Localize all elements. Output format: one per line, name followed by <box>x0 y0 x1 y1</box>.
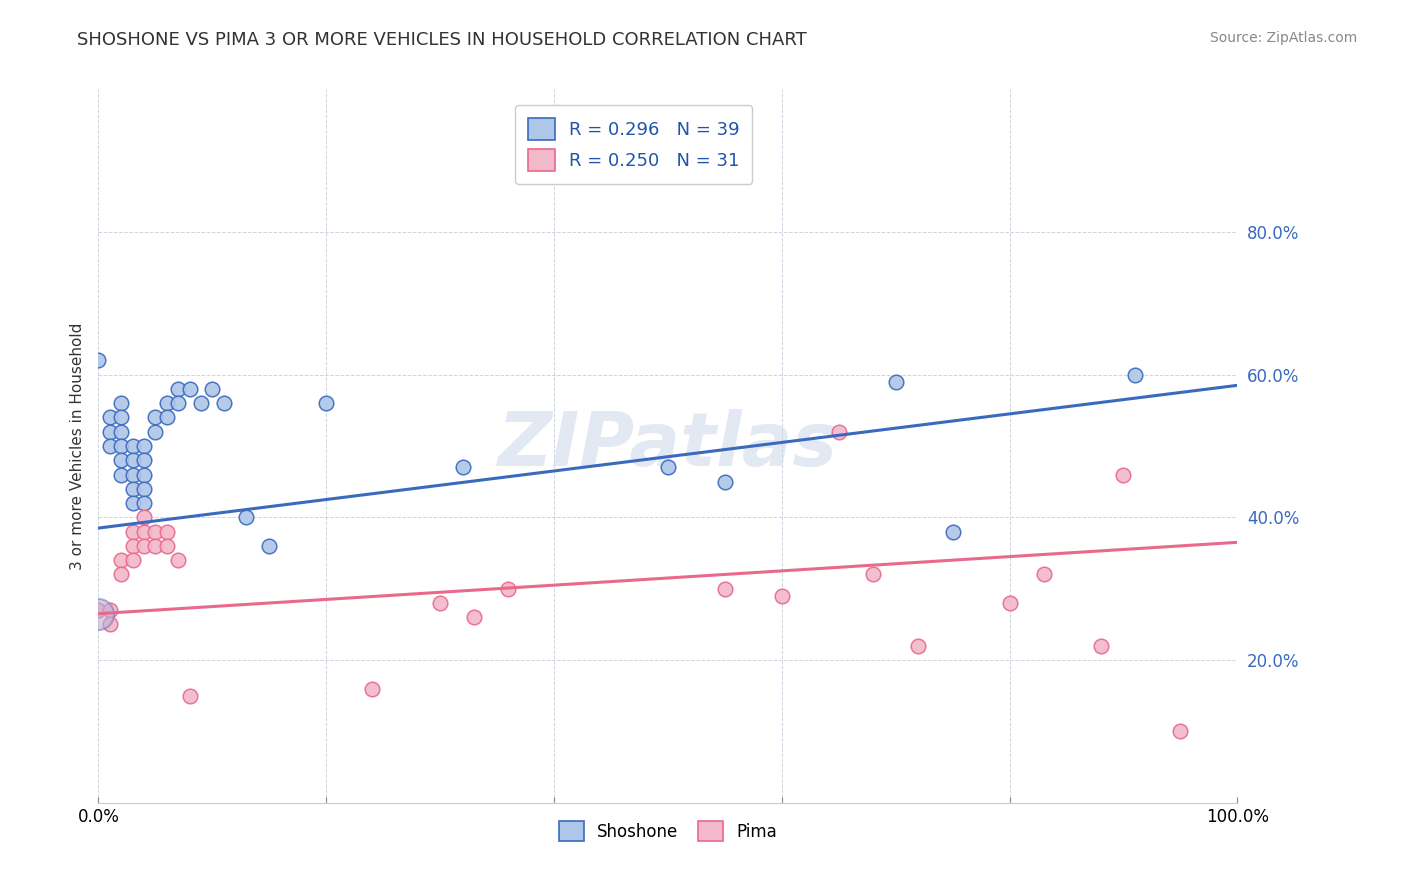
Point <box>121 524 143 539</box>
Point <box>121 453 143 467</box>
Point <box>315 396 337 410</box>
Point <box>145 539 167 553</box>
Point <box>1170 724 1192 739</box>
Point <box>179 689 201 703</box>
Point <box>132 496 155 510</box>
Point <box>259 539 281 553</box>
Point <box>87 603 110 617</box>
Point <box>132 453 155 467</box>
Point <box>156 524 179 539</box>
Point <box>190 396 212 410</box>
Point <box>98 603 121 617</box>
Point <box>121 467 143 482</box>
Point <box>463 610 485 624</box>
Point <box>145 425 167 439</box>
Point <box>98 425 121 439</box>
Point <box>156 539 179 553</box>
Point <box>429 596 451 610</box>
Point <box>110 396 132 410</box>
Point <box>110 467 132 482</box>
Point <box>121 496 143 510</box>
Point <box>110 453 132 467</box>
Point <box>87 607 110 621</box>
Point <box>1032 567 1054 582</box>
Point <box>132 482 155 496</box>
Text: ZIPatlas: ZIPatlas <box>498 409 838 483</box>
Point <box>828 425 851 439</box>
Point <box>87 353 110 368</box>
Point <box>451 460 474 475</box>
Point <box>121 439 143 453</box>
Point <box>1112 467 1135 482</box>
Point <box>132 467 155 482</box>
Point <box>657 460 679 475</box>
Point <box>98 410 121 425</box>
Point <box>121 539 143 553</box>
Point <box>132 539 155 553</box>
Text: Source: ZipAtlas.com: Source: ZipAtlas.com <box>1209 31 1357 45</box>
Point <box>770 589 793 603</box>
Legend: Shoshone, Pima: Shoshone, Pima <box>551 814 785 848</box>
Point <box>1123 368 1146 382</box>
Point <box>121 553 143 567</box>
Y-axis label: 3 or more Vehicles in Household: 3 or more Vehicles in Household <box>69 322 84 570</box>
Point <box>98 439 121 453</box>
Point <box>179 382 201 396</box>
Point <box>212 396 235 410</box>
Point <box>235 510 257 524</box>
Point <box>110 425 132 439</box>
Point <box>121 482 143 496</box>
Point <box>498 582 520 596</box>
Point <box>884 375 907 389</box>
Point <box>360 681 382 696</box>
Point <box>201 382 224 396</box>
Point <box>98 617 121 632</box>
Point <box>156 410 179 425</box>
Point <box>714 582 737 596</box>
Point <box>167 553 190 567</box>
Text: SHOSHONE VS PIMA 3 OR MORE VEHICLES IN HOUSEHOLD CORRELATION CHART: SHOSHONE VS PIMA 3 OR MORE VEHICLES IN H… <box>77 31 807 49</box>
Point <box>714 475 737 489</box>
Point <box>110 567 132 582</box>
Point <box>145 410 167 425</box>
Point <box>110 410 132 425</box>
Point <box>132 524 155 539</box>
Point <box>167 382 190 396</box>
Point <box>110 439 132 453</box>
Point <box>862 567 884 582</box>
Point <box>110 553 132 567</box>
Point <box>942 524 965 539</box>
Point <box>1090 639 1112 653</box>
Point <box>132 510 155 524</box>
Point <box>145 524 167 539</box>
Point <box>132 439 155 453</box>
Point <box>156 396 179 410</box>
Point <box>998 596 1021 610</box>
Point <box>907 639 929 653</box>
Point <box>167 396 190 410</box>
